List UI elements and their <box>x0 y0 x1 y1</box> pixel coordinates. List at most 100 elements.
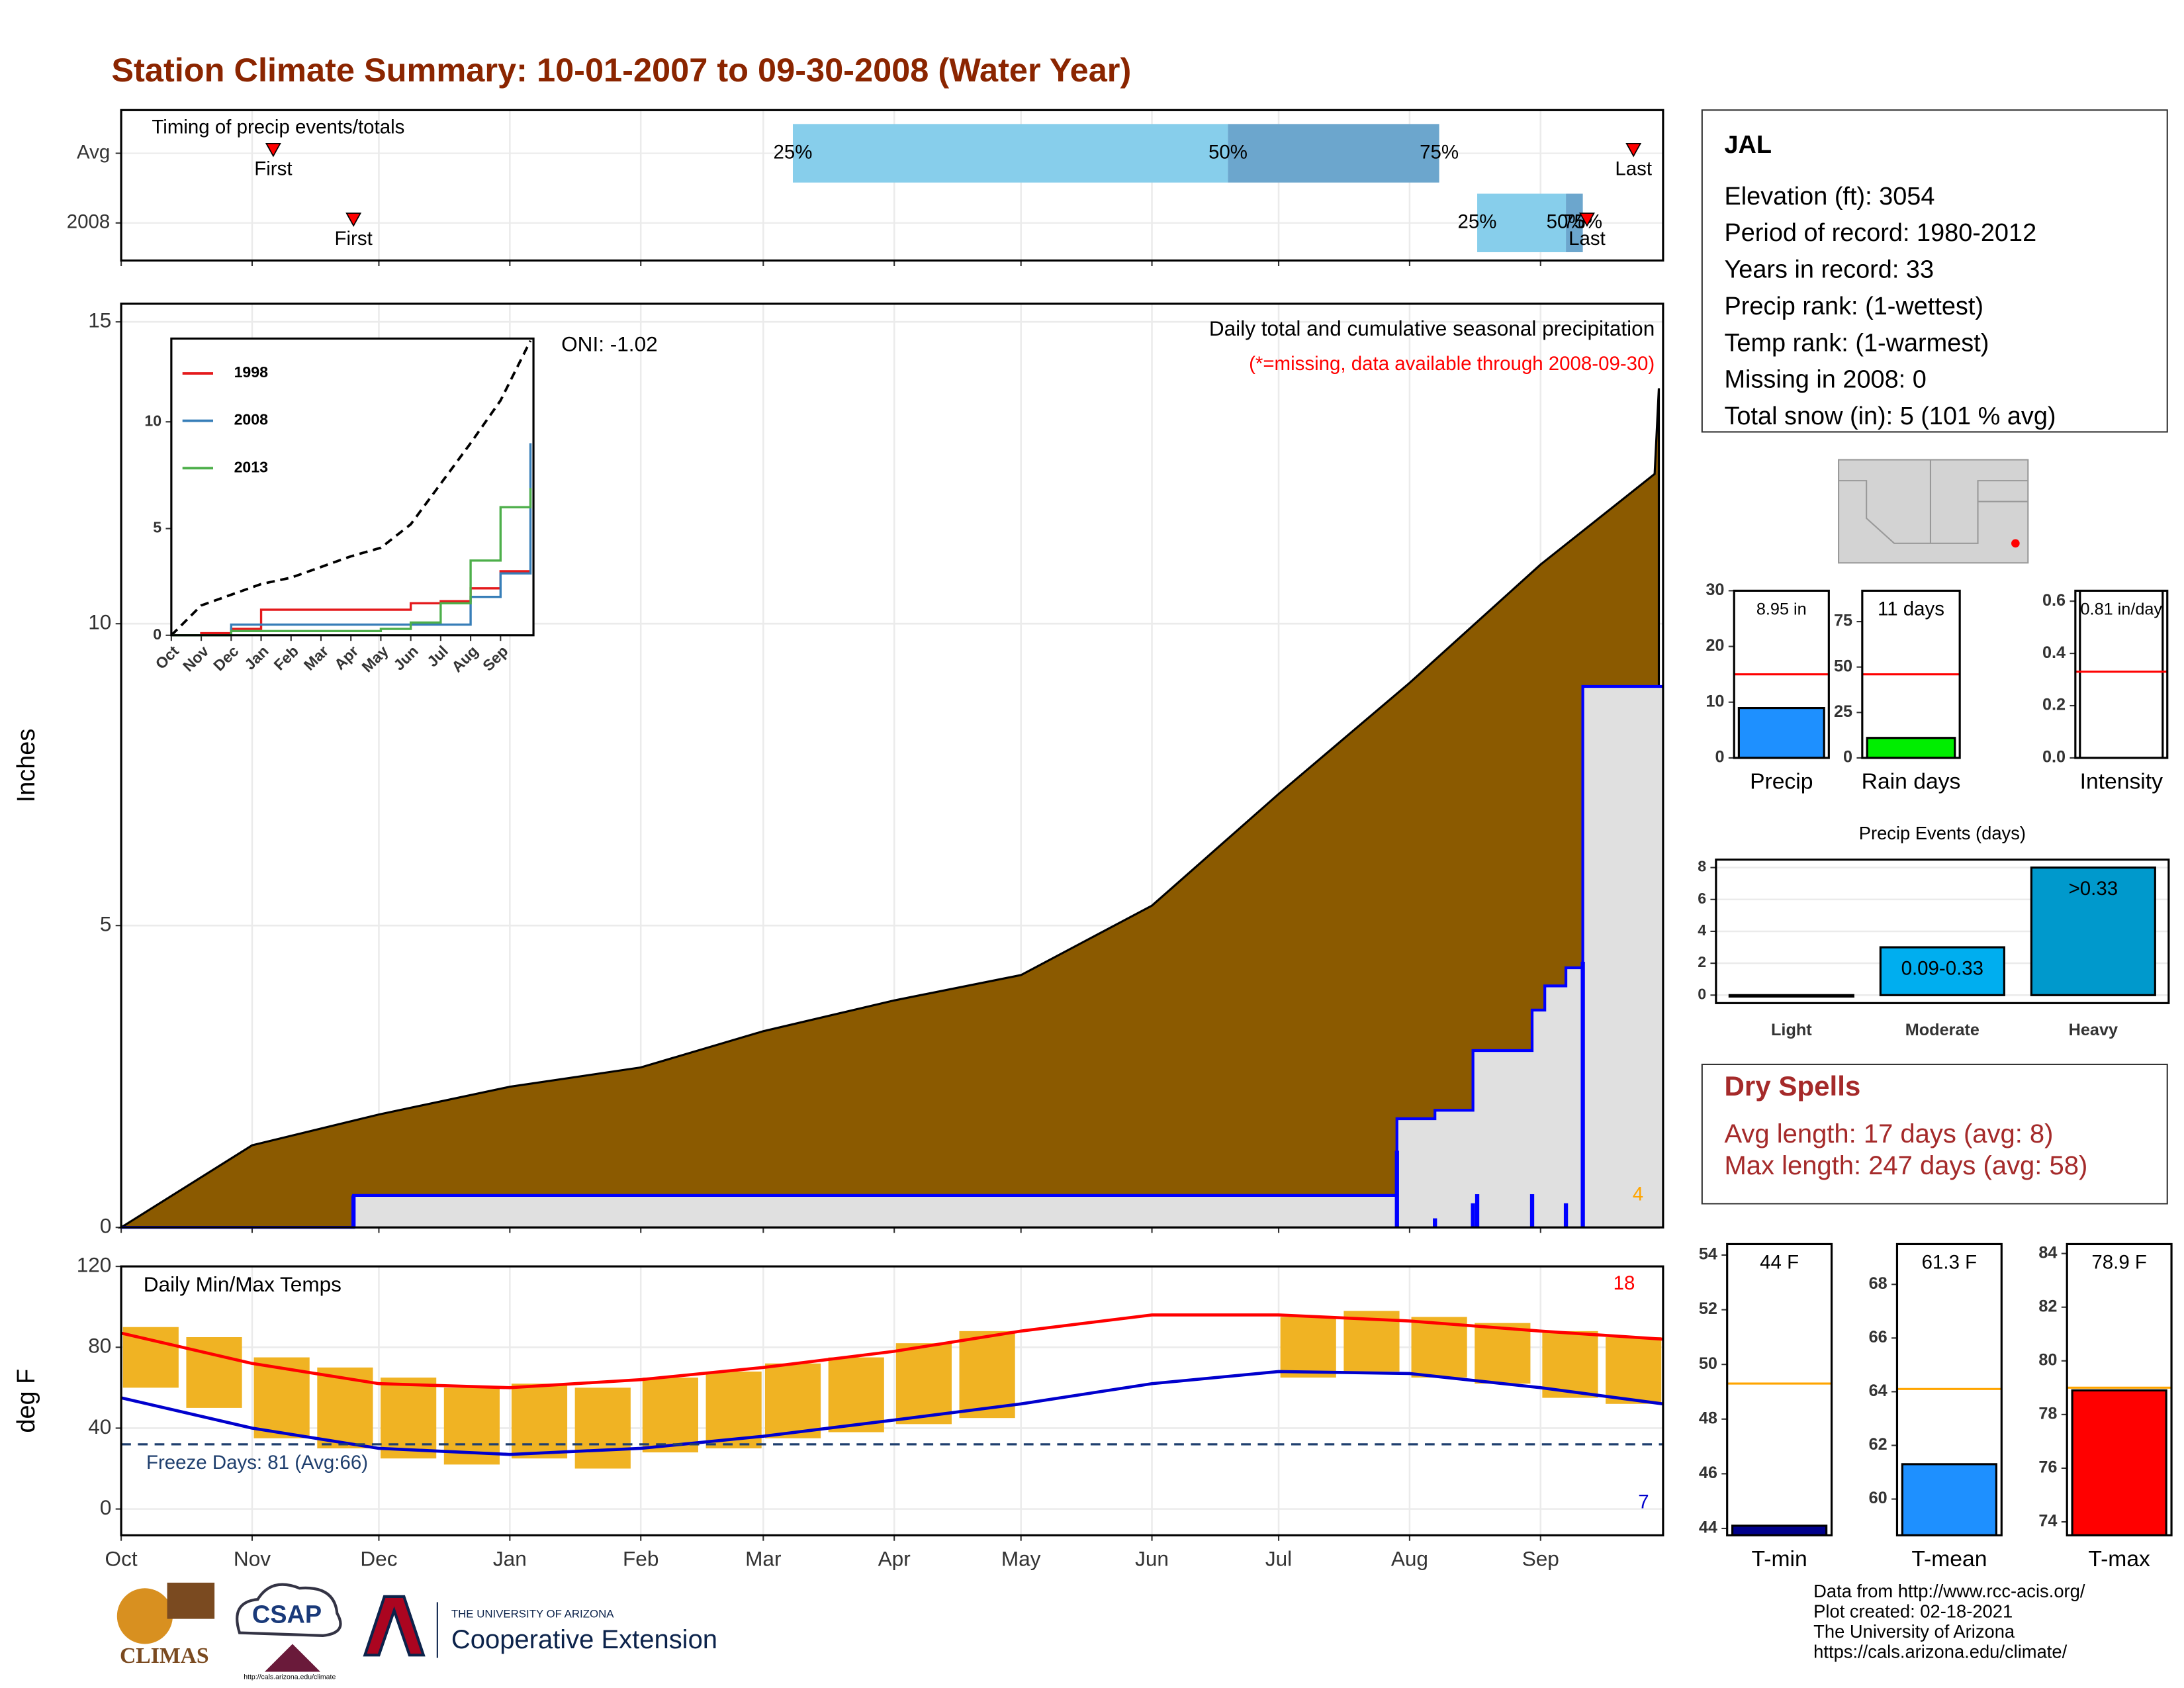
station-line: Total snow (in): 5 (101 % avg) <box>1724 402 2056 430</box>
y-tick-label: 15 <box>88 308 111 332</box>
y-tick-label: 80 <box>88 1334 111 1358</box>
y-tick-label: 120 <box>77 1252 112 1276</box>
event-marker <box>1625 142 1642 158</box>
y-tick-label: 0 <box>153 626 161 643</box>
y-tick-label: 6 <box>1698 890 1706 907</box>
event-label: First <box>254 158 292 180</box>
x-tick-label: Apr <box>878 1547 911 1571</box>
y-tick-label: 0 <box>1715 748 1724 767</box>
quartile-bar <box>1228 124 1439 183</box>
y-tick-label: 66 <box>1869 1328 1888 1346</box>
plot-frame <box>1733 589 1830 759</box>
plot-frame <box>1715 858 2170 1004</box>
station-line: Precip rank: (1-wettest) <box>1724 293 1983 320</box>
plot-frame <box>120 109 1664 262</box>
x-tick-label: Aug <box>1391 1547 1428 1571</box>
cumulative-step-line <box>121 684 1663 1229</box>
daily-precip-bar <box>1563 1203 1569 1228</box>
x-tick-label: Oct <box>105 1547 138 1571</box>
y-tick-label: 25 <box>1834 702 1852 721</box>
daily-precip-bar <box>1529 1194 1535 1228</box>
y-tick-label: 46 <box>1699 1464 1717 1482</box>
chart-bar: 0 2 4 6 8 Light Moderate 0.09-0.33 Heavy >0.33 Pre… <box>1698 823 2170 1039</box>
x-tick-label: Sep <box>1522 1547 1559 1571</box>
x-tick-label: Dec <box>360 1547 397 1571</box>
page-title: Station Climate Summary: 10-01-2007 to 0… <box>111 51 1131 89</box>
bar <box>1879 946 2005 996</box>
climas-icon <box>116 1588 173 1644</box>
temp-range-bar <box>642 1378 698 1453</box>
quartile-label: 25% <box>1458 211 1497 233</box>
y-tick-label: 0 <box>1698 985 1706 1002</box>
climas-icon-box <box>167 1582 215 1619</box>
dry-line: Avg length: 17 days (avg: 8) <box>1724 1119 2053 1149</box>
y-tick-label: 0 <box>100 1214 112 1238</box>
y-tick-label: 5 <box>153 519 161 536</box>
y-tick-label: 74 <box>2038 1512 2057 1530</box>
ua-text: THE UNIVERSITY OF ARIZONA <box>451 1608 614 1620</box>
series-line <box>171 488 532 637</box>
y-tick-label: 0 <box>1843 748 1852 767</box>
chart-bar: 0.0 0.2 0.4 0.6 Intensity 0.81 in/day <box>2042 589 2169 794</box>
event-label: Last <box>1615 158 1652 180</box>
y-tick-label: 0.2 <box>2042 696 2066 714</box>
footer-line: https://cals.arizona.edu/climate/ <box>1813 1641 2067 1662</box>
plot-frame <box>120 1265 1664 1536</box>
dry-spells: Dry Spells Avg length: 17 days (avg: 8)Ma… <box>1701 1063 2168 1205</box>
footer-line: Plot created: 02-18-2021 <box>1813 1601 2013 1621</box>
chart-title: Daily total and cumulative seasonal prec… <box>1209 316 1655 340</box>
ua-logo <box>363 1595 426 1657</box>
y-tick-label: 75 <box>1834 612 1852 630</box>
value-label: 0.81 in/day <box>2081 600 2163 619</box>
x-tick-label: Mar <box>745 1547 781 1571</box>
quartile-label: 75% <box>1420 141 1459 163</box>
plot-frame <box>120 303 1664 1229</box>
event-label: First <box>335 228 373 250</box>
bar <box>2071 1389 2167 1536</box>
y-tick-label: 5 <box>100 912 112 936</box>
temp-range-bar <box>1606 1337 1662 1404</box>
y-tick-label: 50 <box>1699 1354 1717 1373</box>
event-marker <box>1579 212 1595 227</box>
y-tick-label: 40 <box>88 1415 111 1438</box>
bar-label: 0.09-0.33 <box>1901 957 1983 979</box>
daily-precip-bar <box>351 1195 356 1228</box>
csap-text: CSAP <box>252 1601 322 1628</box>
y-tick-label: 0.4 <box>2042 643 2066 662</box>
station-line: Years in record: 33 <box>1724 256 1934 284</box>
temp-range-bar <box>1475 1323 1531 1384</box>
quartile-bar <box>792 124 1228 183</box>
y-tick-label: 0.0 <box>2042 748 2066 767</box>
bar <box>1728 994 1854 998</box>
locator-map <box>1838 459 2029 564</box>
bar <box>1901 1463 1997 1536</box>
oni-label: ONI: -1.02 <box>561 332 658 355</box>
chart-timing: Timing of precip events/totals Avg 25% 50% 7… <box>67 109 1664 267</box>
legend-label: 2008 <box>234 411 269 428</box>
footer-line: Data from http://www.rcc-acis.org/ <box>1813 1581 2085 1601</box>
chart-subtitle: (*=missing, data available through 2008-… <box>1249 353 1655 375</box>
y-tick-label: 82 <box>2038 1297 2057 1315</box>
bar <box>1731 1524 1828 1536</box>
plot-bg <box>1727 1244 1832 1536</box>
logos: CLIMAS CSAP http://cals.arizona.edu/clim… <box>116 1582 717 1681</box>
y-tick-label: 54 <box>1699 1245 1717 1264</box>
x-tick-label: Jul <box>1265 1547 1292 1571</box>
y-tick-label: 44 <box>1699 1519 1717 1537</box>
value-label: 44 F <box>1760 1252 1799 1274</box>
temp-range-bar <box>828 1357 884 1432</box>
y-tick-label: 10 <box>144 412 161 429</box>
quartile-label: 25% <box>774 141 813 163</box>
plot-frame <box>170 337 535 637</box>
daily-precip-bar <box>1394 1150 1399 1228</box>
chart-title: Daily Min/Max Temps <box>144 1272 341 1296</box>
cumulative-step-area <box>121 686 1663 1228</box>
bar <box>2030 867 2156 996</box>
plot-frame <box>2074 589 2169 759</box>
chart-bar: 74 76 78 80 82 84 T-max 78.9 F <box>2038 1243 2173 1571</box>
cumulative-area <box>117 388 1661 1229</box>
y-tick-label: 52 <box>1699 1299 1717 1318</box>
y-tick-label: 10 <box>88 610 111 634</box>
chart-bar: 60 62 64 66 68 T-mean 61.3 F <box>1869 1243 2003 1571</box>
